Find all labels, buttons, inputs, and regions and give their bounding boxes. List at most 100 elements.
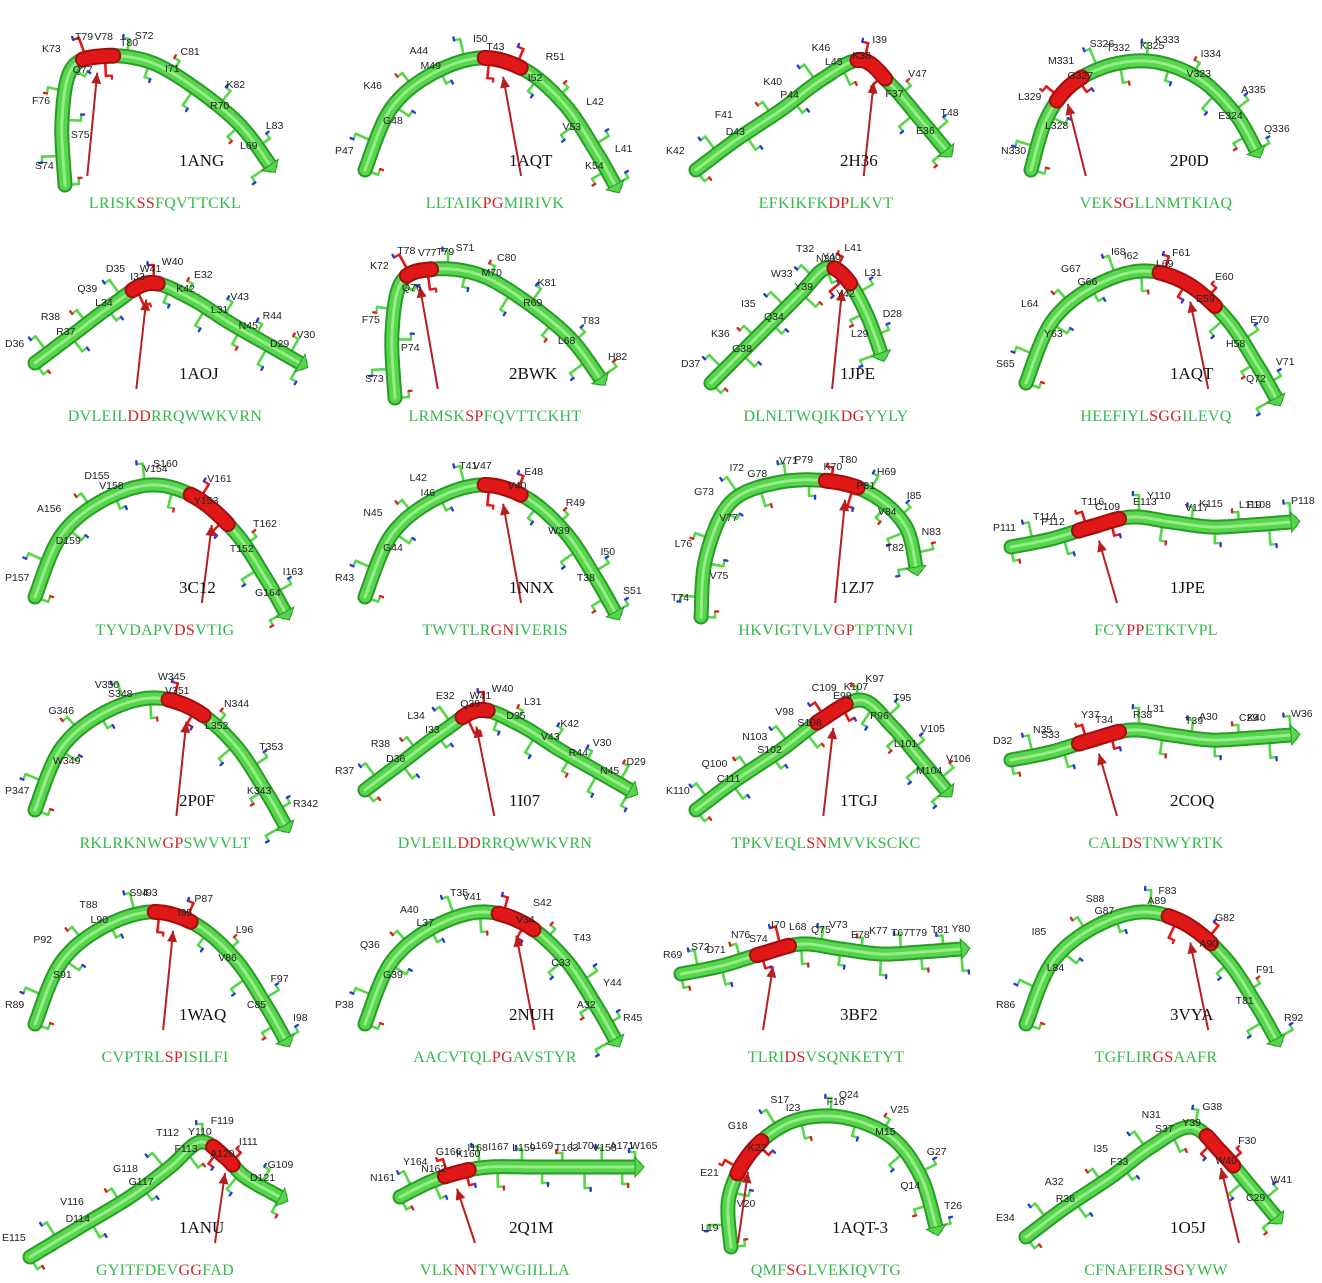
pointer-arrowhead (218, 1173, 229, 1185)
residue: R (481, 835, 493, 852)
pointer-arrowhead (1187, 301, 1198, 314)
residue-label: I50 (600, 545, 616, 558)
pdb-id: 2P0F (179, 791, 215, 810)
residue-label: D36 (5, 338, 25, 350)
atom-tip (697, 136, 702, 142)
residue: E (1137, 1262, 1148, 1279)
turn-residue: D (174, 622, 186, 639)
residue: T (571, 408, 582, 425)
residue-label: T83 (581, 315, 600, 328)
structure-panel: S65 Y63 L64 G66 G67 I62 I68 F61 L69 E60 E59 E70 H58 V… (991, 213, 1321, 426)
turn-segment (731, 1135, 768, 1180)
residue-label: N83 (921, 526, 941, 539)
residue: L (849, 195, 860, 212)
atom-tip (947, 1215, 954, 1219)
residue-label: M15 (875, 1126, 896, 1139)
residue: A (453, 195, 466, 212)
atom-tip (689, 536, 695, 540)
residue: V (166, 1262, 179, 1279)
atom-tip (357, 763, 362, 769)
turn-residue: D (1121, 835, 1134, 852)
residue: Y (107, 1262, 120, 1279)
residue-label: E70 (1250, 313, 1269, 326)
residue-label: I33 (130, 270, 145, 283)
residue: C (1103, 622, 1115, 639)
residue-label: V105 (920, 722, 945, 735)
residue-label: C111 (716, 773, 741, 786)
residue: A (1185, 1049, 1198, 1066)
residue: Q (469, 1049, 482, 1066)
residue: C (208, 195, 220, 212)
residue-label: S348 (108, 688, 133, 700)
residue: A (1173, 1049, 1186, 1066)
residue: K (816, 195, 829, 212)
ribbon-highlight (1009, 515, 1293, 549)
residue-label: I168 (467, 1141, 488, 1154)
residue-label: T79 (909, 926, 928, 939)
residue-label: D35 (105, 263, 126, 275)
residue: F (1197, 1049, 1207, 1066)
residue-label: R36 (1055, 1193, 1075, 1206)
atom-tip (736, 326, 741, 332)
residue-label: D28 (882, 308, 903, 321)
residue: V (540, 195, 553, 212)
atom-tip (893, 698, 899, 703)
residue: T (1201, 835, 1212, 852)
residue-label: W36 (1291, 708, 1313, 720)
residue: E (1144, 622, 1155, 639)
atom-tip (395, 1170, 400, 1176)
residue-label: S91 (53, 969, 72, 982)
residue-label: A120 (210, 1147, 235, 1160)
atom-tip (439, 894, 444, 900)
residue-label: V25 (890, 1104, 909, 1117)
residue: F (202, 1262, 211, 1279)
turn-residue: G (1170, 408, 1183, 425)
residue: V (1207, 408, 1220, 425)
ribbon-highlight (699, 478, 918, 619)
pointer-arrow-shaft (822, 727, 835, 817)
residue-label: Q24 (838, 1089, 859, 1101)
residue-label: G73 (694, 485, 714, 498)
residue: R (418, 408, 430, 425)
residue: M (1166, 195, 1182, 212)
atom-tip (219, 761, 224, 767)
residue-label: W349 (53, 755, 81, 768)
atom-tip (173, 54, 178, 60)
turn-segment (400, 263, 438, 282)
residue: P (741, 835, 751, 852)
residue: L (796, 835, 807, 852)
residue-label: K22 (747, 1141, 767, 1154)
residue: R (1206, 1049, 1218, 1066)
turn-residue: G (501, 1049, 513, 1066)
residue-label: Y63 (1044, 328, 1063, 341)
ribbon-highlight (1029, 59, 1258, 172)
atom-tip (186, 896, 191, 902)
residue-label: K325 (1139, 40, 1165, 53)
residue: E (1091, 195, 1102, 212)
ribbon-structure (1013, 885, 1294, 1048)
pointer-arrow-shaft (475, 726, 496, 817)
ribbon-structure (688, 681, 955, 823)
pointer-arrow-shaft (834, 499, 847, 604)
pointer-arrowhead (1218, 1168, 1229, 1180)
atom-tip (49, 1021, 55, 1026)
residue: I (1202, 195, 1209, 212)
residue-label: A44 (409, 44, 429, 57)
atom-tip (1102, 296, 1107, 302)
atom-tip (186, 276, 191, 282)
atom-tip (452, 463, 456, 469)
residue: K (552, 195, 565, 212)
pdb-id: 1JPE (1170, 578, 1205, 597)
ribbon-highlight (398, 1165, 637, 1199)
ribbon-highlight (1009, 728, 1293, 762)
atom-tip (895, 574, 901, 578)
residue-label: G166 (435, 1145, 462, 1158)
atom-tip (84, 534, 90, 539)
residue: I (514, 622, 521, 639)
residue: L (1187, 408, 1198, 425)
residue: R (1141, 1049, 1153, 1066)
atom-tip (155, 1195, 160, 1201)
residue: K (545, 835, 558, 852)
residue-label: V350 (94, 678, 120, 691)
peptide-sequence: LLTAIKPGMIRIVK (330, 196, 660, 212)
